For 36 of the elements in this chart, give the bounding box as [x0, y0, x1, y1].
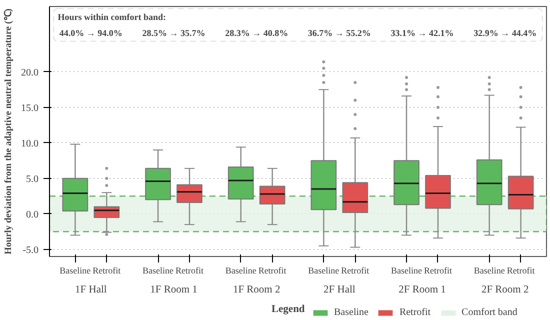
annotation: 33.1% → 42.1%	[390, 28, 454, 38]
text: Baseline	[391, 266, 422, 276]
text: Baseline	[474, 266, 505, 276]
text: Baseline	[308, 266, 340, 276]
x-tick-label: 2F Room 1	[398, 284, 446, 296]
legend-title: Legend	[272, 304, 305, 315]
legend-label: Comfort band	[462, 306, 518, 318]
annotation: 32.9% → 44.4%	[474, 28, 537, 38]
y-tick-label: 0.0	[26, 209, 38, 220]
text: Retrofit	[341, 266, 370, 276]
x-tick-label: 1F Hall	[75, 284, 107, 296]
text: Baseline	[142, 266, 174, 276]
text: Baseline	[60, 266, 91, 276]
text: Retrofit	[175, 266, 204, 276]
y-axis-title: Hourly deviation from the adaptive neutral temperature (℃)	[3, 8, 14, 254]
annotation: 44.0% → 94.0%	[59, 28, 122, 38]
y-tick-label: 5.0	[26, 174, 38, 185]
x-tick-label: 1F Room 1	[150, 284, 198, 296]
text: Retrofit	[92, 266, 121, 276]
x-tick-label: 2F Room 2	[481, 284, 529, 296]
x-tick-label: 1F Room 2	[232, 284, 280, 296]
text: Retrofit	[506, 266, 535, 276]
annotation: Hours within comfort band:	[58, 12, 166, 22]
legend-label: Baseline	[334, 306, 368, 318]
text: Baseline	[225, 266, 256, 276]
annotation: 36.7% → 55.2%	[308, 28, 371, 38]
annotation: 28.5% → 35.7%	[142, 28, 206, 38]
legend-label: Retrofit	[399, 306, 431, 318]
text: Retrofit	[258, 266, 286, 276]
y-tick-label: 20.0	[21, 67, 38, 78]
text: Retrofit	[424, 266, 452, 276]
y-tick-label: -5.0	[22, 244, 39, 256]
y-tick-label: 10.0	[21, 138, 38, 150]
x-tick-label: 2F Hall	[324, 284, 356, 296]
annotation: 28.3% → 40.8%	[225, 28, 288, 38]
y-tick-label: 15.0	[21, 102, 38, 114]
